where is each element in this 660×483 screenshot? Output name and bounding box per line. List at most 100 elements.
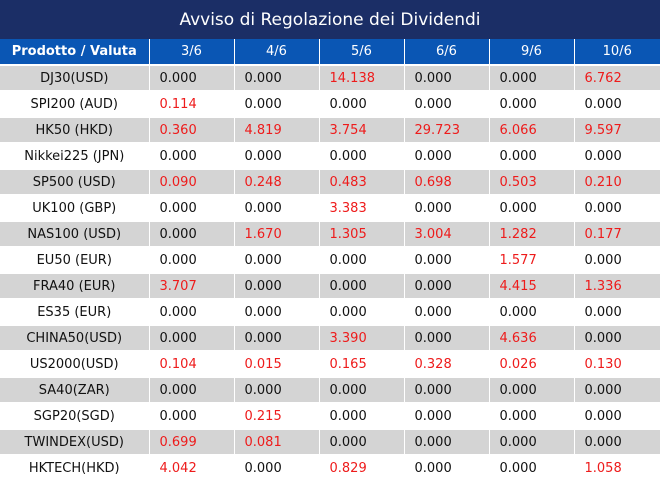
dividend-value-cell: 3.707 — [149, 273, 235, 300]
dividend-value-cell: 0.483 — [319, 169, 405, 196]
product-name-cell: HK50 (HKD) — [0, 117, 150, 144]
dividend-value-cell: 0.000 — [319, 377, 405, 404]
dividend-value-cell: 0.000 — [574, 325, 660, 352]
dividend-value-cell: 0.026 — [489, 351, 575, 378]
dividend-value-cell: 0.000 — [404, 143, 490, 170]
table-row: Nikkei225 (JPN) 0.000 0.000 0.000 0.000 0.000… — [0, 143, 660, 170]
dividend-value-cell: 0.000 — [234, 91, 320, 118]
dividend-value-cell: 0.000 — [234, 143, 320, 170]
dividend-value-cell: 0.000 — [319, 91, 405, 118]
dividend-value-cell: 0.000 — [574, 91, 660, 118]
product-name-cell: CHINA50(USD) — [0, 325, 150, 352]
product-name-cell: SPI200 (AUD) — [0, 91, 150, 118]
product-name-cell: SA40(ZAR) — [0, 377, 150, 404]
dividend-value-cell: 0.503 — [489, 169, 575, 196]
column-header-date: 9/6 — [489, 39, 575, 66]
dividend-value-cell: 0.000 — [234, 325, 320, 352]
dividend-value-cell: 0.000 — [489, 299, 575, 326]
table-row: HK50 (HKD) 0.360 4.819 3.754 29.723 6.066 9.59… — [0, 117, 660, 144]
dividend-value-cell: 0.000 — [149, 143, 235, 170]
dividend-value-cell: 0.000 — [574, 195, 660, 222]
table-row: ES35 (EUR) 0.000 0.000 0.000 0.000 0.000 0.000 — [0, 299, 660, 326]
dividend-value-cell: 0.000 — [489, 455, 575, 482]
dividend-value-cell: 0.000 — [489, 143, 575, 170]
dividend-value-cell: 3.004 — [404, 221, 490, 248]
dividend-value-cell: 0.000 — [489, 65, 575, 92]
dividend-value-cell: 0.000 — [234, 377, 320, 404]
dividend-table: Prodotto / Valuta 3/6 4/6 5/6 6/6 9/6 10… — [0, 39, 660, 482]
dividend-value-cell: 0.000 — [574, 403, 660, 430]
dividend-value-cell: 0.000 — [404, 299, 490, 326]
product-name-cell: UK100 (GBP) — [0, 195, 150, 222]
dividend-value-cell: 0.215 — [234, 403, 320, 430]
dividend-value-cell: 0.699 — [149, 429, 235, 456]
dividend-value-cell: 14.138 — [319, 65, 405, 92]
dividend-value-cell: 0.000 — [319, 403, 405, 430]
header-row: Prodotto / Valuta 3/6 4/6 5/6 6/6 9/6 10… — [0, 39, 660, 66]
table-row: UK100 (GBP) 0.000 0.000 3.383 0.000 0.000 0.00… — [0, 195, 660, 222]
dividend-value-cell: 0.000 — [234, 299, 320, 326]
dividend-value-cell: 0.248 — [234, 169, 320, 196]
dividend-value-cell: 0.000 — [574, 299, 660, 326]
dividend-value-cell: 0.114 — [149, 91, 235, 118]
dividend-value-cell: 0.000 — [489, 377, 575, 404]
dividend-value-cell: 0.829 — [319, 455, 405, 482]
dividend-value-cell: 0.081 — [234, 429, 320, 456]
dividend-value-cell: 0.000 — [404, 91, 490, 118]
dividend-value-cell: 0.090 — [149, 169, 235, 196]
table-row: TWINDEX(USD) 0.699 0.081 0.000 0.000 0.000 0.0… — [0, 429, 660, 456]
dividend-value-cell: 0.000 — [489, 403, 575, 430]
product-name-cell: TWINDEX(USD) — [0, 429, 150, 456]
dividend-value-cell: 0.000 — [234, 273, 320, 300]
dividend-value-cell: 0.210 — [574, 169, 660, 196]
dividend-value-cell: 0.000 — [574, 143, 660, 170]
table-row: CHINA50(USD) 0.000 0.000 3.390 0.000 4.636 0.0… — [0, 325, 660, 352]
dividend-value-cell: 1.282 — [489, 221, 575, 248]
dividend-value-cell: 1.305 — [319, 221, 405, 248]
dividend-value-cell: 0.000 — [489, 91, 575, 118]
table-row: SGP20(SGD) 0.000 0.215 0.000 0.000 0.000 0.000 — [0, 403, 660, 430]
dividend-value-cell: 0.000 — [404, 377, 490, 404]
dividend-value-cell: 0.000 — [149, 195, 235, 222]
dividend-value-cell: 3.754 — [319, 117, 405, 144]
table-header: Prodotto / Valuta 3/6 4/6 5/6 6/6 9/6 10… — [0, 39, 660, 66]
dividend-value-cell: 0.000 — [404, 195, 490, 222]
product-name-cell: US2000(USD) — [0, 351, 150, 378]
table-body: DJ30(USD) 0.000 0.000 14.138 0.000 0.000 6.762… — [0, 65, 660, 482]
dividend-value-cell: 0.015 — [234, 351, 320, 378]
dividend-value-cell: 0.000 — [574, 247, 660, 274]
dividend-value-cell: 1.577 — [489, 247, 575, 274]
table-row: SA40(ZAR) 0.000 0.000 0.000 0.000 0.000 0.000 — [0, 377, 660, 404]
dividend-value-cell: 4.636 — [489, 325, 575, 352]
table-row: US2000(USD) 0.104 0.015 0.165 0.328 0.026 0.13… — [0, 351, 660, 378]
table-row: EU50 (EUR) 0.000 0.000 0.000 0.000 1.577 0.000 — [0, 247, 660, 274]
dividend-value-cell: 3.383 — [319, 195, 405, 222]
product-name-cell: SP500 (USD) — [0, 169, 150, 196]
dividend-value-cell: 0.328 — [404, 351, 490, 378]
dividend-value-cell: 0.698 — [404, 169, 490, 196]
product-name-cell: DJ30(USD) — [0, 65, 150, 92]
dividend-value-cell: 0.130 — [574, 351, 660, 378]
table-row: SPI200 (AUD) 0.114 0.000 0.000 0.000 0.000 0.0… — [0, 91, 660, 118]
dividend-value-cell: 0.000 — [404, 403, 490, 430]
dividend-value-cell: 9.597 — [574, 117, 660, 144]
dividend-value-cell: 0.000 — [319, 273, 405, 300]
dividend-value-cell: 1.336 — [574, 273, 660, 300]
column-header-date: 10/6 — [574, 39, 660, 66]
dividend-value-cell: 6.066 — [489, 117, 575, 144]
dividend-value-cell: 0.000 — [234, 247, 320, 274]
product-name-cell: SGP20(SGD) — [0, 403, 150, 430]
dividend-value-cell: 3.390 — [319, 325, 405, 352]
dividend-value-cell: 1.058 — [574, 455, 660, 482]
dividend-value-cell: 0.000 — [404, 273, 490, 300]
dividend-value-cell: 0.000 — [149, 65, 235, 92]
dividend-value-cell: 0.000 — [489, 195, 575, 222]
dividend-value-cell: 4.819 — [234, 117, 320, 144]
product-name-cell: HKTECH(HKD) — [0, 455, 150, 482]
dividend-value-cell: 0.000 — [319, 247, 405, 274]
dividend-value-cell: 0.165 — [319, 351, 405, 378]
page-title: Avviso di Regolazione dei Dividendi — [0, 0, 660, 39]
table-row: FRA40 (EUR) 3.707 0.000 0.000 0.000 4.415 1.33… — [0, 273, 660, 300]
product-name-cell: NAS100 (USD) — [0, 221, 150, 248]
